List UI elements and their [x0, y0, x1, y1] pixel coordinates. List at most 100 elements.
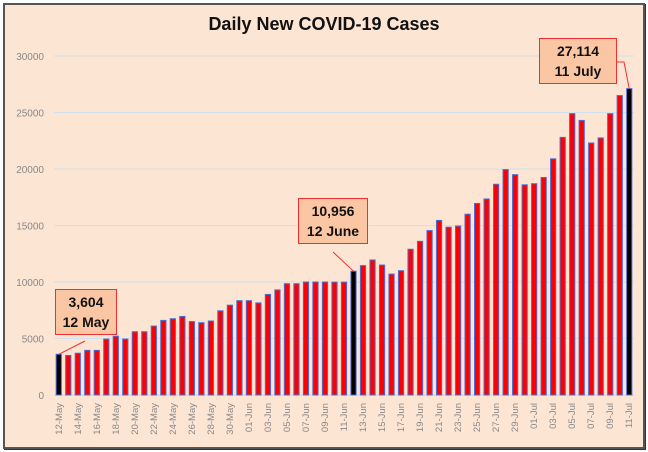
bar [226, 304, 234, 396]
y-tick-label: 10000 [16, 278, 44, 289]
bar [483, 198, 490, 396]
x-tick-label: 23-Jun [453, 403, 464, 432]
x-tick-label: 03-Jul [548, 403, 559, 429]
annotation-value: 3,604 [68, 294, 104, 310]
bar [416, 240, 424, 396]
bar [569, 113, 576, 396]
y-tick-label: 20000 [16, 165, 44, 176]
bar [359, 265, 367, 396]
x-tick-label: 19-Jun [415, 403, 426, 432]
bar [74, 352, 81, 396]
bar [65, 354, 72, 396]
bar [150, 325, 157, 396]
bar [597, 137, 604, 396]
bar [578, 119, 585, 396]
bar [626, 88, 633, 396]
bar [160, 319, 167, 396]
bar [264, 293, 272, 396]
bar [616, 95, 623, 396]
bar [502, 169, 509, 396]
bar [445, 226, 452, 396]
bar [84, 349, 91, 396]
x-tick-label: 26-May [187, 403, 198, 435]
bar [274, 289, 281, 396]
bar [93, 349, 100, 396]
x-tick-label: 21-Jun [434, 403, 445, 432]
bar [378, 264, 386, 396]
bar [312, 281, 319, 396]
x-tick-label: 16-May [92, 403, 103, 435]
x-tick-label: 18-May [111, 403, 122, 435]
x-tick-label: 11-Jul [624, 403, 635, 428]
bar [435, 219, 443, 396]
annotation-12-may: 3,604 12 May [55, 289, 117, 335]
bar [131, 331, 138, 396]
bar [493, 183, 500, 396]
bar [169, 318, 176, 396]
x-tick-label: 24-May [168, 403, 179, 435]
bar [512, 174, 519, 396]
annotation-value: 27,114 [556, 43, 600, 59]
bar [426, 230, 433, 396]
bar [540, 176, 547, 396]
x-tick-label: 01-Jul [529, 403, 540, 429]
bar [531, 183, 538, 396]
y-tick-label: 15000 [16, 222, 44, 233]
x-tick-label: 13-Jun [358, 403, 369, 432]
x-tick-label: 09-Jul [605, 403, 616, 429]
x-tick-label: 30-May [225, 403, 236, 435]
leader-line [332, 251, 354, 272]
bar [607, 113, 614, 396]
annotation-label: 12 June [306, 223, 360, 239]
y-tick-label: 0 [38, 391, 44, 402]
x-tick-label: 17-Jun [396, 403, 407, 432]
bar [112, 335, 119, 396]
bar [302, 281, 310, 396]
bar [293, 283, 300, 396]
bar [331, 281, 338, 396]
bar [122, 338, 129, 396]
y-tick-label: 30000 [16, 52, 44, 63]
bar [474, 202, 481, 396]
bar [369, 259, 376, 396]
annotation-12-june: 10,956 12 June [298, 198, 368, 244]
y-tick-label: 25000 [16, 109, 44, 120]
x-tick-label: 12-May [54, 403, 65, 435]
x-tick-label: 27-Jun [491, 403, 502, 432]
leader-line [617, 61, 630, 89]
bar [321, 281, 329, 396]
bar [245, 300, 253, 396]
x-tick-label: 05-Jun [282, 403, 293, 432]
x-tick-label: 22-May [149, 403, 160, 435]
bar [559, 136, 566, 396]
annotation-11-july: 27,114 11 July [539, 38, 617, 84]
bar [407, 248, 414, 396]
annotation-label: 11 July [554, 63, 602, 79]
bar [198, 322, 205, 396]
bar [550, 158, 557, 396]
x-tick-label: 11-Jun [339, 403, 350, 431]
x-tick-label: 05-Jul [567, 403, 578, 429]
bar [255, 302, 262, 396]
bar [397, 270, 405, 396]
x-tick-label: 01-Jun [244, 403, 255, 432]
bar [103, 338, 110, 396]
bar [464, 213, 471, 396]
x-tick-label: 14-May [73, 403, 84, 435]
bar [236, 300, 243, 396]
leader-line [58, 340, 86, 355]
bar [179, 315, 186, 396]
x-tick-label: 07-Jul [586, 403, 597, 429]
bar [283, 283, 291, 396]
x-tick-label: 07-Jun [301, 403, 312, 432]
chart-title: Daily New COVID-19 Cases [208, 14, 440, 34]
annotation-value: 10,956 [311, 203, 355, 219]
x-tick-label: 03-Jun [263, 403, 274, 432]
x-tick-label: 20-May [130, 403, 141, 435]
bar [55, 353, 62, 396]
annotation-label: 12 May [62, 314, 110, 330]
bar [350, 270, 357, 396]
x-tick-label: 29-Jun [510, 403, 521, 432]
bar [340, 281, 348, 396]
